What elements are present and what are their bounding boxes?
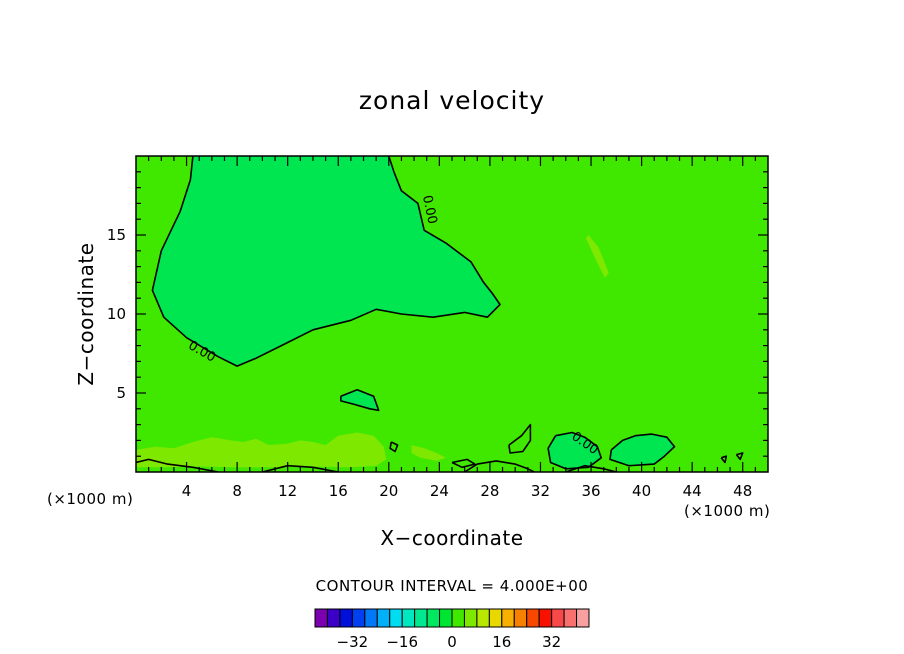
chart-title: zonal velocity: [358, 86, 546, 115]
colorbar-swatch: [563, 608, 578, 628]
contour-line: [451, 458, 476, 469]
x-tick-label: 44: [683, 482, 702, 500]
contour-line: [609, 433, 676, 467]
colorbar-swatch: [513, 608, 528, 628]
x-axis-label: X−coordinate: [380, 526, 524, 550]
colorbar-swatch: [463, 608, 478, 628]
contour-line: [565, 464, 617, 472]
y-tick-label: 15: [107, 226, 126, 244]
contour-line: [136, 458, 219, 472]
colorbar: −32 −16 0 16 32: [314, 608, 590, 651]
colorbar-tick-label: 0: [447, 633, 457, 651]
colorbar-swatch: [538, 608, 553, 628]
colorbar-swatch: [501, 608, 515, 628]
colorbar-swatch: [339, 608, 353, 628]
contour-line: [339, 388, 380, 412]
colorbar-tick-label: 32: [542, 633, 561, 651]
y-tick-label: 10: [107, 305, 126, 323]
colorbar-swatch: [439, 608, 453, 628]
colorbar-swatch: [488, 608, 503, 628]
contour-line: [464, 460, 535, 472]
colorbar-swatch: [351, 608, 366, 628]
contour-line: [720, 455, 728, 464]
x-tick-label: 12: [278, 482, 297, 500]
contour-line: [389, 441, 399, 453]
x-tick-label: 16: [329, 482, 348, 500]
filled-region: [411, 445, 446, 461]
filled-region: [152, 156, 500, 367]
colorbar-swatch: [326, 608, 341, 628]
x-tick-label: 48: [733, 482, 752, 500]
colorbar-swatch: [426, 608, 441, 628]
colorbar-swatch: [401, 608, 416, 628]
colorbar-swatch: [526, 608, 540, 628]
colorbar-swatch: [576, 608, 590, 628]
contour-line: [735, 452, 744, 461]
x-tick-label: 40: [632, 482, 651, 500]
colorbar-swatch: [389, 608, 403, 628]
x-tick-label: 28: [480, 482, 499, 500]
x-tick-label: 24: [430, 482, 449, 500]
colorbar-swatch: [551, 608, 565, 628]
x-axis-unit: (×1000 m): [684, 502, 771, 520]
filled-region: [548, 432, 602, 469]
contour-line: [508, 423, 532, 454]
plot-area: 0.000.000.00: [136, 156, 768, 472]
colorbar-swatch: [476, 608, 490, 628]
contour-label: 0.00: [419, 194, 440, 225]
x-tick-label: 4: [182, 482, 192, 500]
filled-region: [136, 432, 387, 468]
colorbar-swatch: [414, 608, 428, 628]
y-axis-unit: (×1000 m): [47, 490, 134, 508]
x-tick-label: 32: [531, 482, 550, 500]
filled-region: [610, 434, 675, 466]
contour-interval-text: CONTOUR INTERVAL = 4.000E+00: [315, 577, 589, 595]
colorbar-tick-label: −16: [386, 633, 418, 651]
x-tick-label: 8: [232, 482, 242, 500]
filled-region: [586, 235, 609, 278]
colorbar-swatch: [451, 608, 465, 628]
colorbar-tick-label: −32: [337, 633, 369, 651]
x-tick-label: 20: [379, 482, 398, 500]
colorbar-swatch: [364, 608, 378, 628]
contour-line: [547, 431, 603, 470]
colorbar-swatch: [314, 608, 328, 628]
colorbar-tick-label: 16: [492, 633, 511, 651]
y-tick-label: 5: [116, 384, 126, 402]
colorbar-swatch: [376, 608, 391, 628]
x-tick-label: 36: [581, 482, 600, 500]
contour-line: [151, 156, 501, 367]
